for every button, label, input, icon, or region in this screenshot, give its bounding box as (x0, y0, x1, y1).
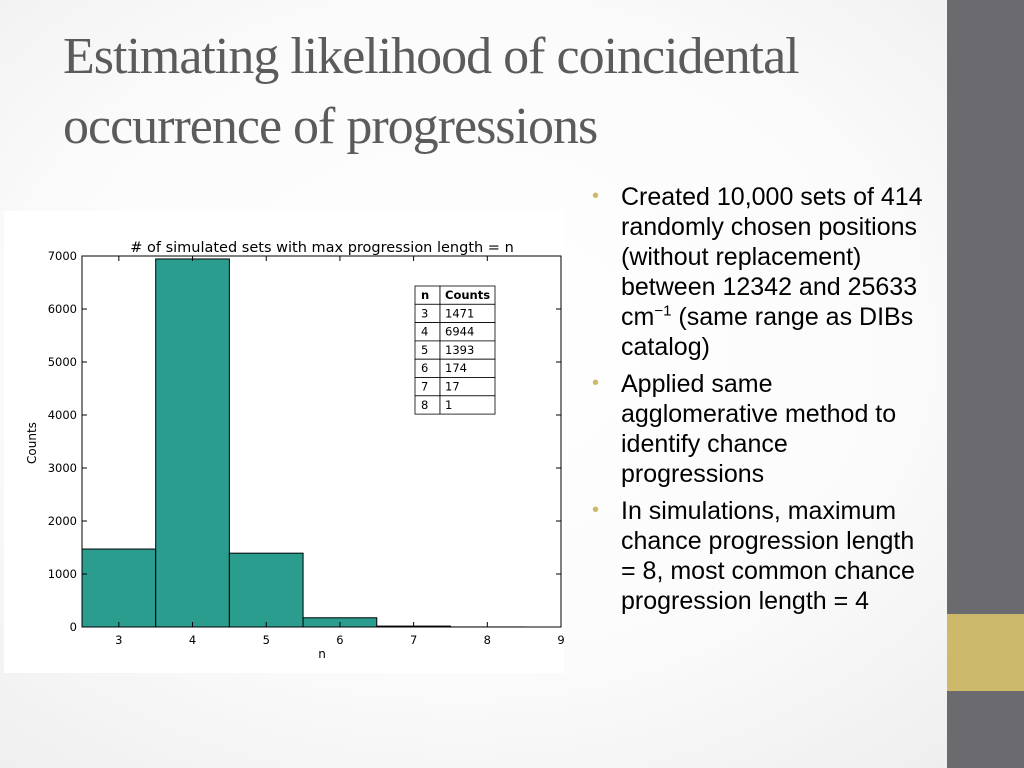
table-value: 1 (445, 398, 452, 412)
bullet-dot-icon: • (592, 499, 600, 521)
x-axis-label: n (318, 647, 326, 661)
table-value: 5 (421, 343, 428, 357)
x-tick-label: 5 (263, 633, 270, 647)
table-value: 17 (445, 380, 460, 394)
table-header: n (421, 288, 429, 302)
y-tick-label: 6000 (48, 302, 77, 316)
chart-svg: # of simulated sets with max progression… (25, 240, 564, 661)
bullet-dot-icon: • (592, 372, 600, 394)
table-value: 4 (421, 325, 428, 339)
table-value: 3 (421, 306, 428, 320)
chart-title: # of simulated sets with max progression… (130, 240, 514, 256)
y-tick-label: 3000 (48, 461, 77, 475)
bar-n-4 (155, 258, 230, 628)
bar-n-3 (81, 548, 157, 628)
y-tick-label: 1000 (48, 567, 77, 581)
bullet-text: In simulations, maximum chance progressi… (621, 497, 915, 615)
bullet-list: • Created 10,000 sets of 414 randomly cho… (592, 182, 932, 623)
y-tick-label: 0 (70, 620, 77, 634)
x-tick-label: 8 (484, 633, 491, 647)
y-axis-label: Counts (25, 422, 39, 464)
y-tick-label: 4000 (48, 408, 77, 422)
slide-title-line2: occurrence of progressions (63, 98, 598, 155)
bullet-dot-icon: • (592, 185, 600, 207)
x-tick-label: 6 (336, 633, 343, 647)
sidebar-accent-block (947, 614, 1024, 691)
bullet-text-after: (same range as DIBs catalog) (621, 303, 914, 361)
table-value: 8 (421, 398, 428, 412)
table-value: 6 (421, 361, 428, 375)
bullet-item-3: • In simulations, maximum chance progress… (592, 496, 932, 616)
x-tick-label: 3 (115, 633, 122, 647)
x-tick-label: 9 (557, 633, 564, 647)
bullet-item-2: • Applied same agglomerative method to id… (592, 369, 932, 489)
histogram-chart: # of simulated sets with max progression… (4, 211, 564, 673)
table-value: 1471 (445, 306, 474, 320)
bullet-text: Applied same agglomerative method to ide… (621, 370, 897, 488)
y-tick-label: 7000 (48, 249, 77, 263)
table-value: 7 (421, 380, 428, 394)
bullet-text: Created 10,000 sets of 414 randomly chos… (621, 183, 923, 331)
slide-title: Estimating likelihood of coincidental oc… (63, 22, 933, 162)
y-tick-label: 2000 (48, 514, 77, 528)
table-value: 174 (445, 361, 467, 375)
bullet-item-1: • Created 10,000 sets of 414 randomly cho… (592, 182, 932, 362)
y-tick-label: 5000 (48, 355, 77, 369)
plot-frame (81, 255, 562, 628)
bullet-superscript: −1 (654, 302, 672, 320)
bar-n-5 (228, 552, 304, 628)
table-cell (439, 395, 496, 415)
table-value: 6944 (445, 325, 474, 339)
slide-title-line1: Estimating likelihood of coincidental (63, 28, 800, 85)
table-value: 1393 (445, 343, 474, 357)
x-tick-label: 7 (410, 633, 417, 647)
x-tick-label: 4 (189, 633, 196, 647)
table-header: Counts (445, 288, 490, 302)
